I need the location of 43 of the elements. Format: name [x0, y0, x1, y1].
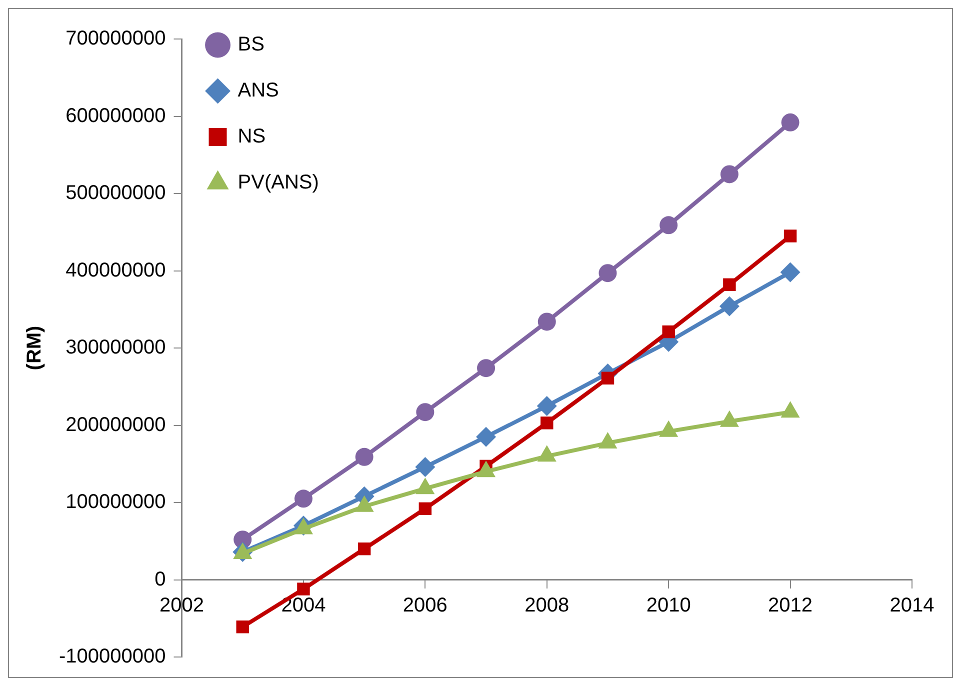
- y-tick-label: 400000000: [66, 259, 166, 282]
- point: [540, 416, 554, 430]
- y-tick-label: 0: [154, 568, 166, 590]
- point: [720, 165, 738, 184]
- legend-label: BS: [238, 34, 264, 56]
- y-axis-title: (RM): [24, 326, 46, 370]
- y-tick-label: 100000000: [66, 491, 166, 514]
- point: [660, 216, 678, 234]
- y-tick-label: 600000000: [66, 104, 166, 127]
- x-tick-label: 2002: [160, 594, 204, 616]
- point: [355, 448, 374, 466]
- y-tick-label: 700000000: [66, 28, 166, 50]
- point: [297, 582, 310, 596]
- point: [719, 296, 740, 316]
- legend-label: PV(ANS): [238, 172, 319, 194]
- point: [784, 230, 797, 242]
- point: [598, 264, 617, 282]
- point: [781, 113, 800, 132]
- point: [415, 456, 436, 477]
- point: [358, 542, 371, 556]
- point: [236, 620, 249, 634]
- x-tick-label: 2014: [890, 594, 934, 616]
- point: [476, 426, 496, 447]
- point: [601, 372, 614, 384]
- point: [723, 278, 736, 292]
- x-tick-label: 2012: [768, 594, 813, 616]
- legend-label: ANS: [238, 80, 279, 102]
- x-tick-label: 2010: [646, 594, 691, 616]
- point: [294, 490, 312, 508]
- point: [536, 396, 557, 416]
- y-tick-label: 300000000: [66, 336, 166, 359]
- y-tick-label: 200000000: [66, 414, 166, 436]
- point: [416, 403, 434, 422]
- x-tick-label: 2006: [402, 594, 448, 616]
- y-tick-label: -100000000: [58, 646, 166, 668]
- point: [662, 325, 675, 338]
- point: [418, 502, 432, 516]
- y-tick-label: 500000000: [66, 182, 166, 204]
- point: [780, 262, 800, 282]
- point: [538, 312, 556, 331]
- legend-label: NS: [238, 126, 266, 148]
- x-tick-label: 2008: [524, 594, 570, 616]
- point: [477, 359, 496, 378]
